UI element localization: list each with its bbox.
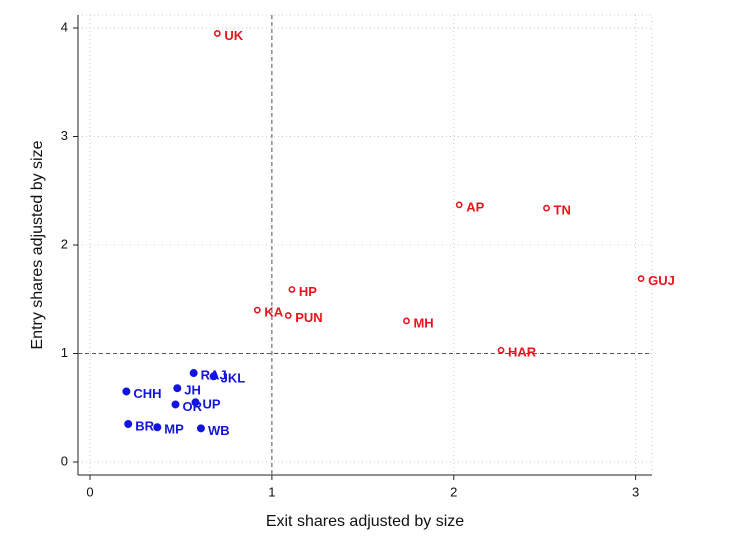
- point: [196, 424, 205, 433]
- point-label: CHH: [133, 386, 161, 401]
- point: [189, 369, 198, 378]
- point-label: JKL: [221, 371, 246, 386]
- point: [288, 286, 296, 293]
- point-label: WB: [208, 423, 230, 438]
- point: [213, 30, 221, 37]
- plot-frame: [77, 14, 653, 476]
- y-tick-label: 3: [61, 128, 68, 143]
- point: [209, 372, 218, 381]
- point-label: AP: [466, 199, 484, 214]
- point: [403, 317, 410, 325]
- point: [153, 423, 162, 432]
- point-label: PUN: [295, 310, 322, 325]
- point-label: UK: [224, 28, 243, 43]
- x-tick-label: 3: [632, 484, 639, 499]
- point-label: BR: [135, 418, 154, 433]
- point: [253, 306, 261, 314]
- y-tick-label: 1: [61, 345, 68, 360]
- y-tick-label: 2: [61, 236, 68, 251]
- x-tick-label: 1: [268, 484, 275, 499]
- point: [122, 387, 131, 396]
- point-label: UP: [202, 397, 220, 412]
- x-tick-label: 2: [450, 484, 457, 499]
- y-axis-title: Entry shares adjusted by size: [29, 140, 46, 349]
- point: [497, 346, 505, 354]
- point-label: JH: [184, 383, 201, 398]
- point-label: HP: [299, 284, 317, 299]
- y-tick-label: 0: [61, 453, 68, 468]
- point-label: HAR: [508, 345, 537, 360]
- point-label: KA: [264, 305, 283, 320]
- point: [173, 384, 182, 393]
- point: [455, 201, 463, 209]
- point: [191, 398, 200, 407]
- point-label: MH: [413, 315, 433, 330]
- point: [543, 204, 550, 212]
- point-label: MP: [164, 422, 184, 437]
- point-label: GUJ: [648, 273, 675, 288]
- x-axis-title: Exit shares adjusted by size: [266, 513, 464, 530]
- point: [284, 312, 292, 319]
- x-tick-label: 0: [86, 484, 93, 499]
- y-tick-label: 4: [61, 19, 68, 34]
- point: [124, 420, 133, 429]
- point-label: TN: [554, 203, 571, 218]
- point: [637, 275, 645, 283]
- point: [171, 400, 180, 409]
